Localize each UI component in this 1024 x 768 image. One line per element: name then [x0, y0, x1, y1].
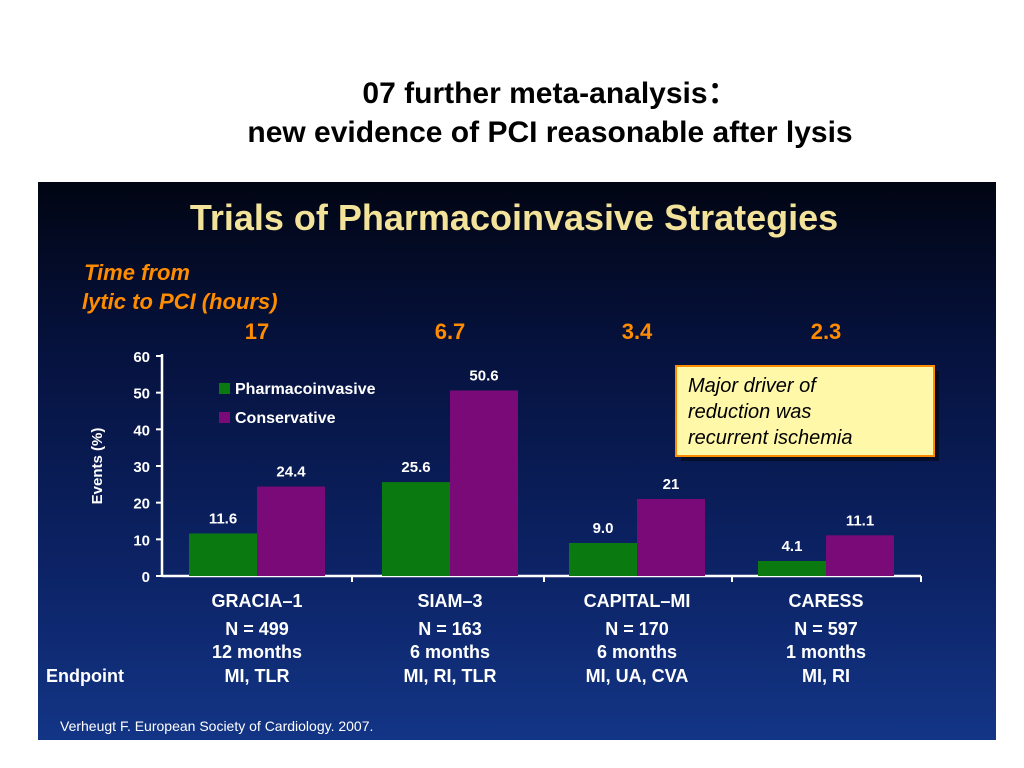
bars [189, 390, 894, 576]
y-tick-label: 40 [133, 422, 150, 439]
data-label: 4.1 [782, 538, 803, 555]
y-tick-label: 0 [142, 569, 150, 586]
legend-label-pharmacoinvasive: Pharmacoinvasive [235, 381, 376, 398]
callout-line1: Major driver of [688, 375, 818, 397]
trial-n: N = 170 [605, 619, 669, 639]
time-values: 17 6.7 3.4 2.3 [245, 319, 842, 344]
bar-labels: 11.6 25.6 9.0 4.1 24.4 50.6 21 11.1 [209, 367, 874, 555]
callout-line2: reduction was [688, 401, 811, 423]
trial-endpoint: MI, TLR [225, 666, 290, 686]
endpoint-label: Endpoint [46, 666, 124, 686]
data-label: 21 [663, 476, 680, 493]
panel-heading: Trials of Pharmacoinvasive Strategies [190, 197, 838, 238]
trial-info: GRACIA–1 N = 499 12 months MI, TLR SIAM–3 N =… [211, 591, 866, 686]
y-tick-label: 20 [133, 496, 150, 513]
chart-panel: Trials of Pharmacoinvasive Strategies Ti… [38, 182, 996, 740]
time-value: 2.3 [811, 319, 842, 344]
data-label: 24.4 [276, 464, 306, 481]
trial-endpoint: MI, RI [802, 666, 850, 686]
trial-n: N = 499 [225, 619, 289, 639]
bar-conservative [450, 390, 518, 576]
slide-title-line2: new evidence of PCI reasonable after lys… [247, 116, 853, 149]
y-tick-label: 30 [133, 459, 150, 476]
data-label: 9.0 [593, 520, 614, 537]
time-value: 17 [245, 319, 269, 344]
trial-name: GRACIA–1 [211, 591, 302, 611]
trial-followup: 12 months [212, 642, 302, 662]
bar-conservative [257, 486, 325, 576]
y-tick-label: 50 [133, 386, 150, 403]
y-tick-label: 10 [133, 532, 150, 549]
trial-followup: 1 months [786, 642, 866, 662]
trial-name: CARESS [788, 591, 863, 611]
trial-endpoint: MI, UA, CVA [586, 666, 689, 686]
data-label: 25.6 [401, 459, 430, 476]
time-label-line2: lytic to PCI (hours) [82, 289, 278, 314]
bar-chart: Trials of Pharmacoinvasive Strategies Ti… [46, 197, 939, 734]
bar-pharmacoinvasive [569, 543, 637, 576]
slide-title-line1: 07 further meta-analysis： [362, 77, 738, 110]
bar-pharmacoinvasive [189, 533, 257, 576]
data-label: 11.1 [846, 512, 874, 529]
trial-followup: 6 months [597, 642, 677, 662]
trial-followup: 6 months [410, 642, 490, 662]
bar-pharmacoinvasive [758, 560, 826, 576]
trial-endpoint: MI, RI, TLR [404, 666, 497, 686]
callout-box [675, 365, 935, 457]
trial-name: CAPITAL–MI [584, 591, 691, 611]
legend-swatch-pharmacoinvasive [219, 383, 230, 394]
y-axis-label: Events (%) [89, 428, 106, 505]
trial-n: N = 163 [418, 619, 482, 639]
time-label-line1: Time from [84, 260, 190, 285]
callout-line3: recurrent ischemia [688, 427, 853, 449]
y-tick-label: 60 [133, 349, 150, 366]
trial-name: SIAM–3 [417, 591, 482, 611]
time-value: 3.4 [622, 319, 653, 344]
bar-pharmacoinvasive [382, 482, 450, 576]
bar-conservative [826, 535, 894, 576]
time-value: 6.7 [435, 319, 466, 344]
data-label: 11.6 [209, 510, 237, 527]
citation: Verheugt F. European Society of Cardiolo… [60, 718, 373, 734]
trial-n: N = 597 [794, 619, 858, 639]
data-label: 50.6 [469, 367, 498, 384]
legend-swatch-conservative [219, 412, 230, 423]
bar-conservative [637, 499, 705, 576]
legend-label-conservative: Conservative [235, 410, 336, 427]
